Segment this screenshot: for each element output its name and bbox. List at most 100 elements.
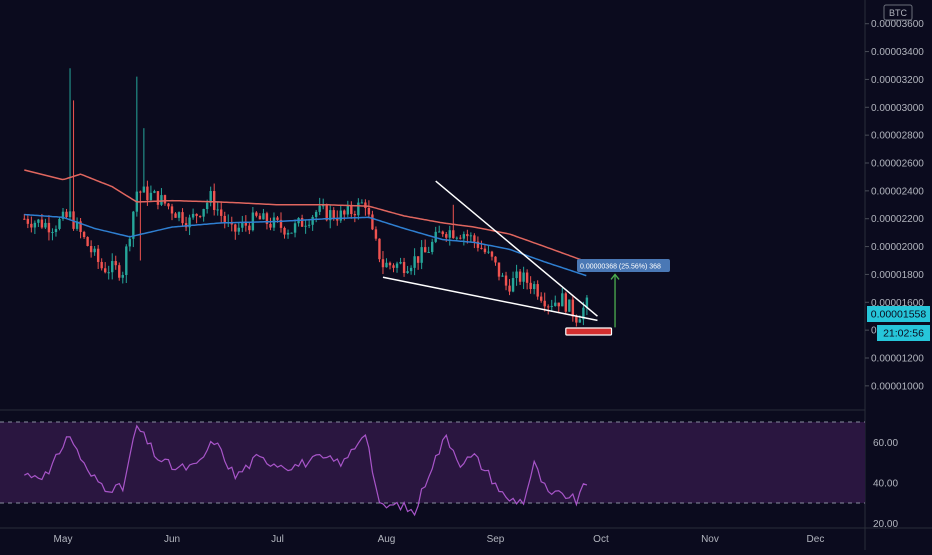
candle-body: [568, 299, 571, 312]
countdown-box: [877, 325, 930, 341]
candle-body: [399, 261, 402, 264]
candle-body: [202, 208, 205, 217]
candle-body: [469, 235, 473, 237]
candle-body: [58, 218, 61, 229]
candle-body: [378, 238, 381, 260]
candle-body: [79, 221, 82, 232]
time-label: May: [54, 534, 73, 545]
candle-body: [121, 275, 124, 278]
candle-body: [360, 202, 364, 204]
moving-averages: [24, 169, 587, 277]
candle-body: [209, 191, 212, 203]
candle-body: [65, 211, 68, 218]
candle-body: [160, 195, 163, 205]
candle-body: [339, 210, 342, 221]
candle-body: [494, 256, 497, 263]
candle-body: [47, 222, 51, 233]
candle-body: [438, 231, 441, 233]
candle-body: [395, 263, 399, 268]
candle-body: [490, 251, 494, 257]
candle-body: [100, 261, 103, 269]
candle-body: [452, 230, 455, 239]
price-tick-label: 0.00003600: [871, 19, 924, 30]
price-tick-label: 0.00001600: [871, 298, 924, 309]
candle-body: [501, 275, 504, 277]
candle-body: [258, 215, 262, 220]
candle-body: [325, 205, 328, 221]
candle-body: [237, 227, 241, 232]
measure-label[interactable]: 0.00000368 (25.56%) 368: [577, 259, 670, 272]
candle-body: [26, 218, 30, 224]
candle-body: [223, 215, 226, 223]
trendline-upper[interactable]: [435, 180, 598, 317]
candle-body: [381, 259, 385, 268]
candle-body: [72, 211, 75, 229]
candle-body: [480, 247, 483, 249]
rsi-tick-label: 60.00: [873, 438, 898, 449]
candle-body: [329, 210, 332, 221]
candle-body: [473, 235, 476, 242]
candle-body: [508, 285, 511, 292]
candle-body: [445, 234, 448, 238]
candle-body: [163, 195, 167, 204]
candle-body: [367, 207, 371, 215]
currency-badge[interactable]: BTC: [883, 4, 913, 21]
candle-body: [462, 234, 466, 239]
candle-body: [142, 186, 146, 193]
price-tick-label: 0.00002400: [871, 186, 924, 197]
candle-body: [269, 223, 272, 228]
candle-body: [139, 191, 142, 193]
candle-body: [350, 205, 353, 215]
candle-body: [304, 225, 307, 227]
candle-body: [515, 271, 518, 279]
rsi-line: [24, 424, 588, 517]
candle-body: [244, 222, 248, 226]
candle-body: [441, 231, 444, 235]
candle-body: [212, 191, 216, 210]
trendline-lower[interactable]: [382, 276, 598, 322]
support-zone[interactable]: [565, 327, 613, 336]
candle-body: [413, 256, 416, 268]
candle-body: [561, 293, 564, 307]
candle-body: [251, 212, 255, 231]
candle-body: [174, 213, 177, 218]
candle-body: [30, 223, 33, 228]
price-tick-label: 0.00002000: [871, 242, 924, 253]
candle-body: [483, 248, 487, 253]
candle-body: [234, 224, 237, 232]
candle-body: [543, 300, 546, 307]
candle-body: [525, 272, 529, 283]
candle-body: [103, 268, 107, 273]
time-label: Aug: [378, 534, 396, 545]
candle-body: [585, 297, 589, 308]
candle-body: [455, 237, 459, 239]
currency-badge-text: BTC: [889, 8, 908, 18]
candle-body: [93, 248, 96, 253]
price-tick-label: 0.00003200: [871, 75, 924, 86]
candle-body: [111, 261, 114, 273]
candle-body: [522, 272, 525, 282]
candle-body: [272, 217, 276, 228]
candle-body: [557, 302, 560, 307]
time-axis: May Jun Jul Aug Sep Oct Nov Dec: [54, 534, 825, 545]
candle-body: [68, 211, 72, 218]
candle-body: [54, 228, 58, 233]
candle-body: [89, 246, 93, 253]
candle-body: [198, 215, 202, 217]
price-tick-label: 0.00002800: [871, 131, 924, 142]
candle-body: [364, 202, 367, 208]
candle-body: [371, 214, 374, 230]
ma-slow-line: [24, 169, 587, 263]
price-tick-label: 0.00002200: [871, 214, 924, 225]
candle-body: [532, 284, 536, 289]
candle-body: [332, 210, 335, 219]
candle-body: [582, 307, 585, 320]
candle-body: [357, 202, 360, 216]
candle-body: [114, 261, 117, 266]
time-label: Nov: [701, 534, 719, 545]
candle-body: [153, 191, 156, 193]
candle-body: [216, 209, 219, 211]
candle-body: [248, 225, 251, 231]
